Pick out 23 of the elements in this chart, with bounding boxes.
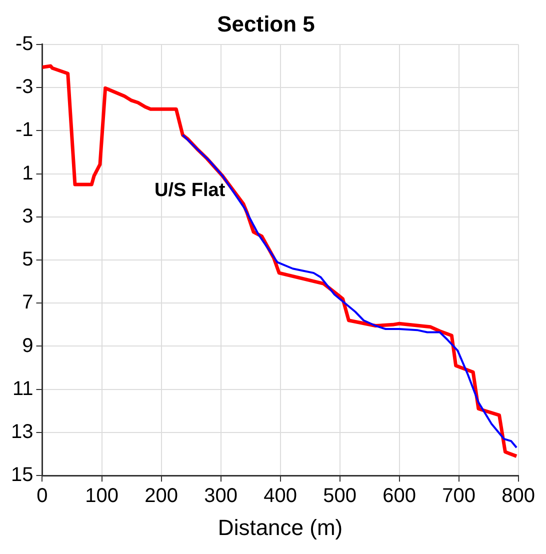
annotation: U/S Flat: [154, 180, 226, 202]
x-tick-label: 500: [323, 485, 356, 508]
chart-title: Section 5: [217, 11, 315, 36]
y-tick-label: 15: [10, 464, 34, 486]
y-tick-label: -1: [15, 119, 34, 142]
y-tick-label: 7: [22, 292, 34, 314]
x-tick-label: 200: [144, 485, 178, 508]
x-tick-label: 300: [204, 485, 238, 508]
x-tick-label: 400: [264, 485, 297, 508]
y-tick-label: -5: [15, 32, 34, 55]
x-tick-label: 600: [382, 485, 416, 508]
y-tick-label: 5: [22, 248, 34, 271]
y-tick-label: 9: [22, 334, 34, 357]
x-tick-label: 800: [502, 485, 536, 508]
x-tick-label: 100: [85, 485, 118, 508]
x-axis-title: Distance (m): [218, 514, 343, 540]
x-tick-label: 700: [442, 485, 476, 508]
y-tick-label: 11: [12, 378, 34, 400]
x-tick-label: 0: [36, 485, 48, 508]
y-tick-label: 3: [22, 205, 34, 228]
y-tick-label: -3: [15, 76, 34, 98]
y-tick-label: 13: [10, 420, 34, 443]
y-tick-label: 1: [22, 162, 34, 184]
